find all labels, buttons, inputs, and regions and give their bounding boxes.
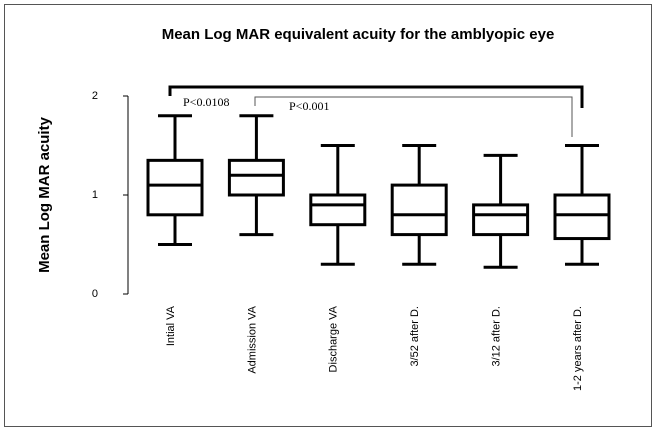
y-tick-label: 0: [92, 288, 98, 300]
x-tick-label: 3/12 after D.: [491, 306, 503, 367]
box: [390, 183, 448, 237]
box: [146, 158, 204, 217]
x-tick-label: Admission VA: [246, 305, 258, 373]
bracket: [254, 96, 573, 137]
annotation: P<0.0108: [183, 95, 229, 109]
chart-title: Mean Log MAR equivalent acuity for the a…: [162, 26, 555, 43]
box: [227, 158, 285, 197]
x-tick-label: 3/52 after D.: [409, 306, 421, 367]
box: [309, 193, 367, 227]
box: [553, 193, 611, 241]
x-tick-label: 1-2 years after D.: [572, 306, 584, 391]
frame: [4, 4, 652, 427]
y-tick-label: 1: [92, 189, 98, 201]
bracket: [168, 85, 584, 108]
box: [472, 203, 530, 237]
y-axis-label: Mean Log MAR acuity: [36, 116, 53, 273]
annotation: P<0.001: [289, 99, 329, 113]
x-tick-label: Discharge VA: [328, 305, 340, 372]
y-tick-label: 2: [92, 90, 98, 102]
x-tick-label: Intial VA: [165, 305, 177, 346]
